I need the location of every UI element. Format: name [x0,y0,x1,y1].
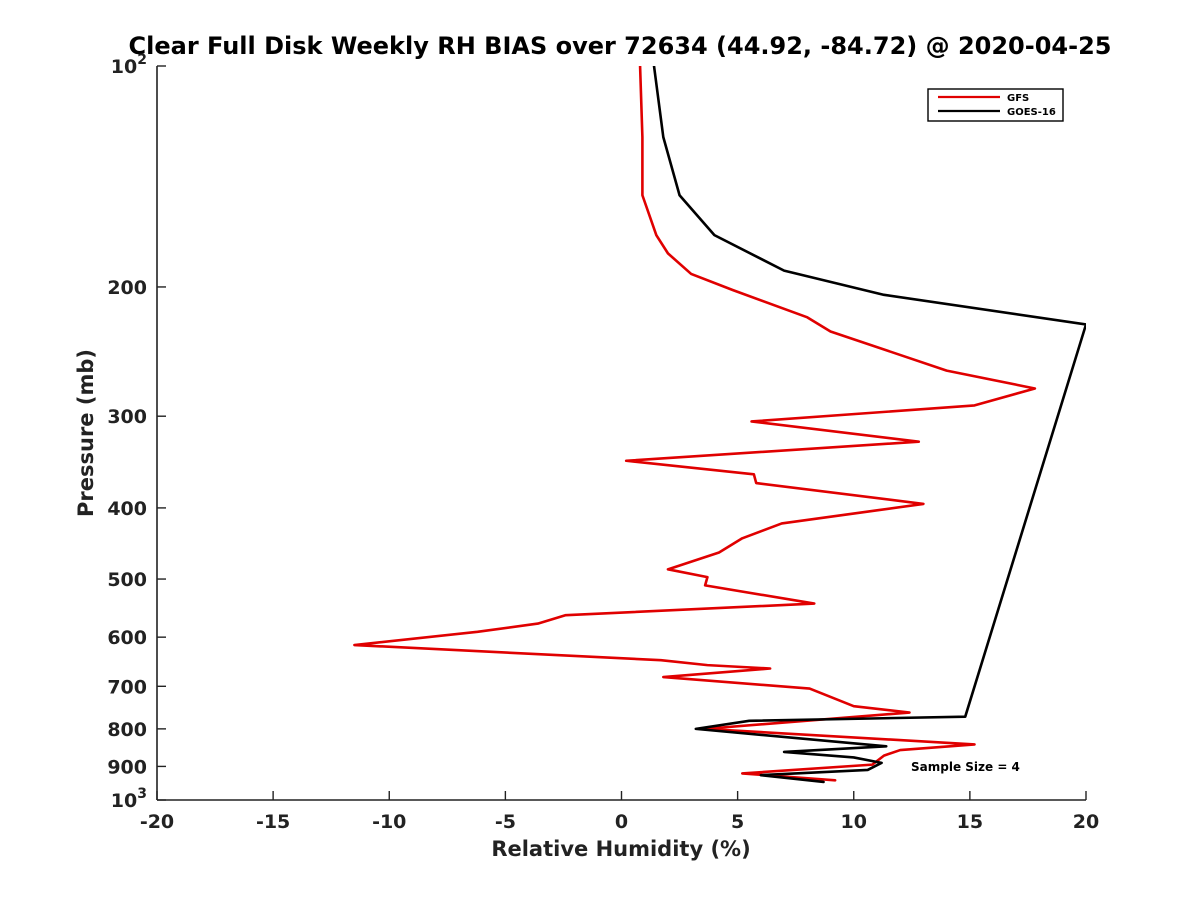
x-tick-label: 0 [615,811,628,833]
y-axis-label: Pressure (mb) [74,349,98,517]
x-tick-label: -20 [140,811,174,833]
x-tick-label: -10 [372,811,406,833]
series-layer [353,66,1086,784]
x-tick-label: 15 [957,811,983,833]
y-tick-label: 400 [107,498,147,520]
sample-size-annotation: Sample Size = 4 [911,760,1020,774]
y-ticks: 102 200 300 400 500 600 700 800 900 103 [107,52,166,812]
y-tick-label: 600 [107,627,147,649]
plot-area [157,66,1086,800]
y-tick-label: 103 [111,786,147,812]
y-tick-label: 800 [107,719,147,741]
legend: GFS GOES-16 [927,88,1064,122]
x-tick-label: 5 [731,811,744,833]
y-tick-label: 500 [107,569,147,591]
x-tick-label: -5 [495,811,516,833]
y-tick-label: 300 [107,406,147,428]
x-tick-label: 10 [841,811,867,833]
legend-box [927,88,1064,122]
chart-title: Clear Full Disk Weekly RH BIAS over 7263… [129,32,1112,60]
x-tick-label: 20 [1073,811,1099,833]
y-tick-label: 102 [111,52,147,78]
series-line-gfs [353,66,1037,782]
x-axis-label: Relative Humidity (%) [491,837,750,861]
y-tick-label: 200 [107,277,147,299]
y-tick-label: 700 [107,676,147,698]
y-tick-label: 900 [107,756,147,778]
series-line-goes16 [652,66,1086,784]
x-ticks: -20 -15 -10 -5 0 5 10 15 20 [140,791,1099,833]
x-tick-label: -15 [256,811,290,833]
legend-label-gfs: GFS [1007,93,1029,104]
legend-label-goes16: GOES-16 [1007,107,1056,118]
